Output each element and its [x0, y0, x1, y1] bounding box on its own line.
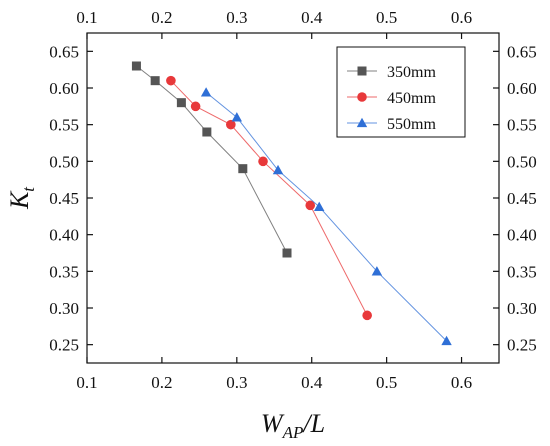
y-tick-label-left: 0.50: [49, 152, 79, 171]
y-axis-title: Kt: [5, 186, 38, 210]
y-tick-label-right: 0.60: [507, 79, 537, 98]
y-tick-label-right: 0.50: [507, 152, 537, 171]
y-axis-title-sub: t: [19, 186, 38, 192]
data-point-450mm: [305, 200, 316, 211]
legend-label-550mm: 550mm: [387, 116, 436, 133]
legend-item-450mm: 450mm: [347, 90, 436, 107]
x-tick-label-bottom: 0.5: [376, 373, 397, 392]
x-tick-label-bottom: 0.2: [151, 373, 172, 392]
y-tick-label-left: 0.40: [49, 226, 79, 245]
series-line-450mm: [170, 80, 368, 316]
x-tick-label-top: 0.6: [451, 8, 472, 27]
x-tick-label-top: 0.1: [76, 8, 97, 27]
series-line-550mm: [205, 92, 447, 342]
legend-label-350mm: 350mm: [387, 64, 436, 81]
x-tick-label-top: 0.2: [151, 8, 172, 27]
series-450mm: [166, 75, 372, 321]
y-tick-label-right: 0.30: [507, 299, 537, 318]
y-tick-label-left: 0.25: [49, 336, 79, 355]
x-axis-title-main: W: [261, 409, 285, 438]
y-tick-label-right: 0.25: [507, 336, 537, 355]
axis-tick-labels: 0.1 0.1 0.2 0.2 0.3 0.3 0.4 0.4 0.5 0.5 0.6 0.6 0.25…: [49, 8, 537, 392]
data-point-350mm: [176, 98, 186, 108]
data-point-450mm: [258, 156, 268, 167]
data-point-550mm: [371, 266, 383, 276]
data-point-350mm: [150, 76, 160, 86]
y-tick-label-right: 0.35: [507, 262, 537, 281]
x-tick-label-bottom: 0.4: [301, 373, 323, 392]
y-tick-label-left: 0.30: [49, 299, 79, 318]
x-tick-label-bottom: 0.3: [226, 373, 247, 392]
y-tick-label-left: 0.65: [49, 42, 79, 61]
legend-item-550mm: 550mm: [347, 116, 436, 133]
data-point-550mm: [314, 201, 325, 211]
series-layer: [131, 61, 452, 346]
y-axis-title-main: K: [5, 190, 34, 210]
y-tick-label-left: 0.60: [49, 79, 79, 98]
y-tick-label-left: 0.45: [49, 189, 79, 208]
x-tick-label-bottom: 0.6: [451, 373, 472, 392]
data-point-550mm: [200, 87, 212, 97]
data-point-450mm: [226, 119, 236, 130]
data-point-350mm: [131, 61, 141, 71]
data-point-350mm: [238, 164, 248, 174]
x-axis-title-suffix: /L: [301, 409, 325, 438]
data-point-350mm: [202, 127, 212, 137]
data-point-450mm: [166, 75, 176, 86]
y-tick-label-right: 0.40: [507, 226, 537, 245]
legend-marker-350mm: [357, 66, 367, 76]
x-tick-label-top: 0.4: [301, 8, 323, 27]
data-point-450mm: [190, 101, 201, 112]
data-point-550mm: [231, 112, 243, 122]
legend-item-350mm: 350mm: [347, 64, 436, 81]
axis-ticks: [86, 33, 499, 363]
data-point-550mm: [441, 335, 452, 346]
series-350mm: [131, 61, 292, 258]
legend-marker-550mm: [356, 117, 368, 128]
data-point-350mm: [282, 248, 292, 258]
y-tick-label-right: 0.65: [507, 42, 537, 61]
x-tick-label-top: 0.3: [226, 8, 247, 27]
y-tick-label-left: 0.35: [49, 262, 79, 281]
y-tick-label-left: 0.55: [49, 116, 79, 135]
series-550mm: [200, 87, 452, 346]
x-axis-title: WAP/L: [261, 409, 325, 442]
x-axis-title-sub: AP: [282, 423, 304, 442]
legend-label-450mm: 450mm: [387, 90, 436, 107]
legend: 350mm 450mm 550mm: [336, 46, 466, 138]
data-point-450mm: [362, 310, 372, 321]
legend-marker-450mm: [357, 92, 367, 102]
legend-box: [336, 46, 466, 138]
y-tick-label-right: 0.55: [507, 116, 537, 135]
x-tick-label-bottom: 0.1: [76, 373, 97, 392]
x-tick-label-top: 0.5: [376, 8, 397, 27]
data-point-550mm: [272, 164, 284, 175]
y-tick-label-right: 0.45: [507, 189, 537, 208]
